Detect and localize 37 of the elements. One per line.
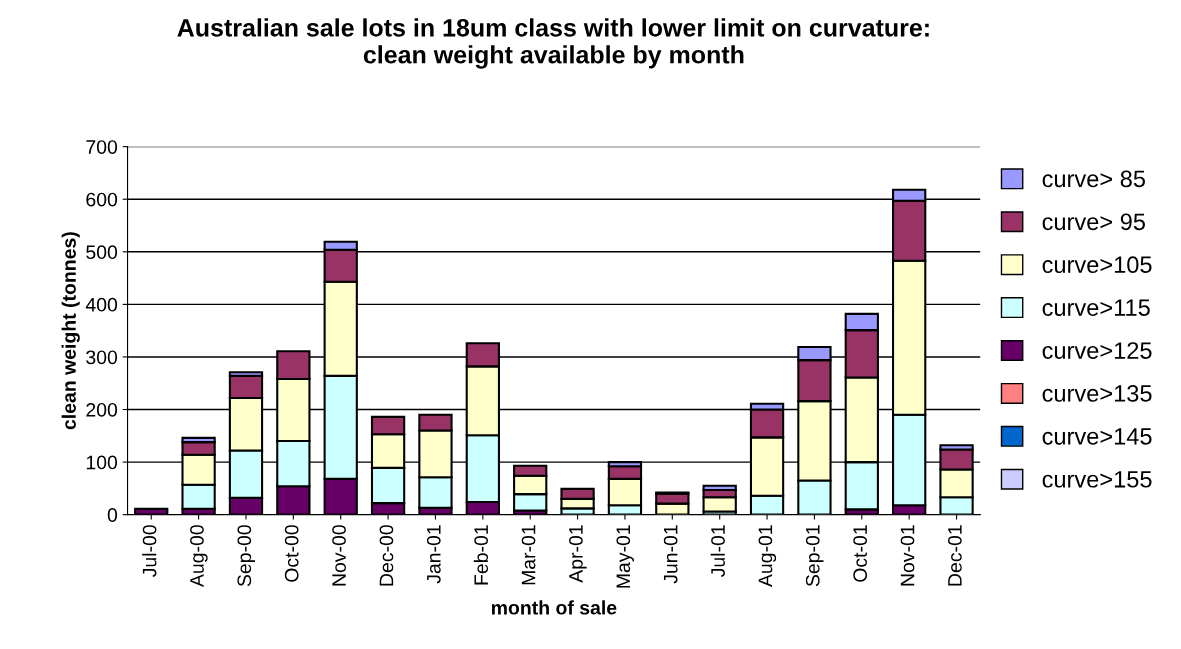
- legend-label: curve>125: [1042, 342, 1152, 359]
- x-tick-label: Jan-01: [426, 525, 441, 584]
- y-axis-title: clean weight (tonnes): [61, 232, 80, 430]
- y-tick-label: 600: [86, 192, 118, 207]
- x-tick-label: Aug-01: [758, 525, 777, 588]
- x-tick-label: Feb-01: [473, 525, 489, 585]
- x-tick-label: Sep-00: [237, 525, 256, 587]
- y-tick-label: 100: [86, 455, 118, 470]
- y-tick-label: 200: [86, 402, 118, 417]
- y-tick-label: 500: [86, 245, 118, 260]
- chart-title: Australian sale lots in 18um class with lower limit on curvature: clean weight available by month: [177, 18, 929, 69]
- x-tick-label: Jul-00: [142, 525, 157, 578]
- x-tick-label: Nov-00: [332, 525, 346, 586]
- x-tick-label: Dec-00: [379, 525, 394, 586]
- x-tick-label: Jun-01: [663, 525, 678, 584]
- legend-label: curve>115: [1042, 299, 1150, 316]
- y-tick-label: 0: [107, 508, 118, 522]
- legend-label: curve> 95: [1042, 213, 1145, 231]
- y-tick-label: 300: [86, 350, 118, 365]
- x-tick-label: Sep-01: [805, 525, 824, 587]
- y-tick-label: 700: [86, 140, 118, 154]
- legend-label: curve>145: [1042, 428, 1152, 445]
- x-tick-label: Apr-01: [569, 525, 587, 583]
- x-tick-label: Nov-01: [900, 525, 915, 586]
- x-tick-label: Dec-01: [947, 525, 962, 586]
- x-tick-label: Aug-00: [190, 525, 208, 588]
- x-tick-label: Oct-01: [853, 525, 868, 582]
- x-tick-label: May-01: [616, 525, 635, 588]
- x-tick-label: Jul-01: [710, 525, 725, 578]
- legend-label: curve> 85: [1042, 170, 1145, 188]
- y-tick-label: 400: [85, 297, 118, 312]
- legend-label: curve>155: [1042, 471, 1152, 488]
- x-tick-label: Mar-01: [521, 525, 536, 585]
- legend-label: curve>135: [1042, 385, 1152, 402]
- x-axis-title: month of sale: [491, 600, 617, 615]
- legend-label: curve>105: [1042, 256, 1152, 274]
- x-tick-label: Oct-00: [284, 525, 299, 582]
